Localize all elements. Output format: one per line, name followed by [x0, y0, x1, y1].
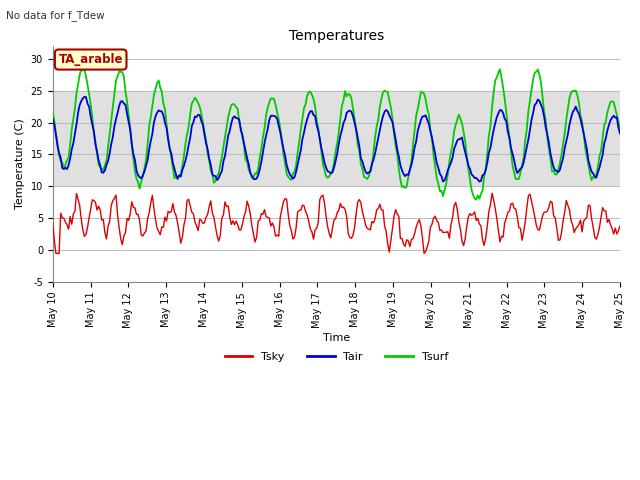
- Text: TA_arable: TA_arable: [58, 53, 123, 66]
- Text: No data for f_Tdew: No data for f_Tdew: [6, 10, 105, 21]
- Bar: [52, 91, 620, 186]
- X-axis label: Time: Time: [323, 333, 350, 343]
- Title: Temperatures: Temperatures: [289, 29, 384, 43]
- Legend: Tsky, Tair, Tsurf: Tsky, Tair, Tsurf: [220, 348, 452, 366]
- Y-axis label: Temperature (C): Temperature (C): [15, 119, 25, 209]
